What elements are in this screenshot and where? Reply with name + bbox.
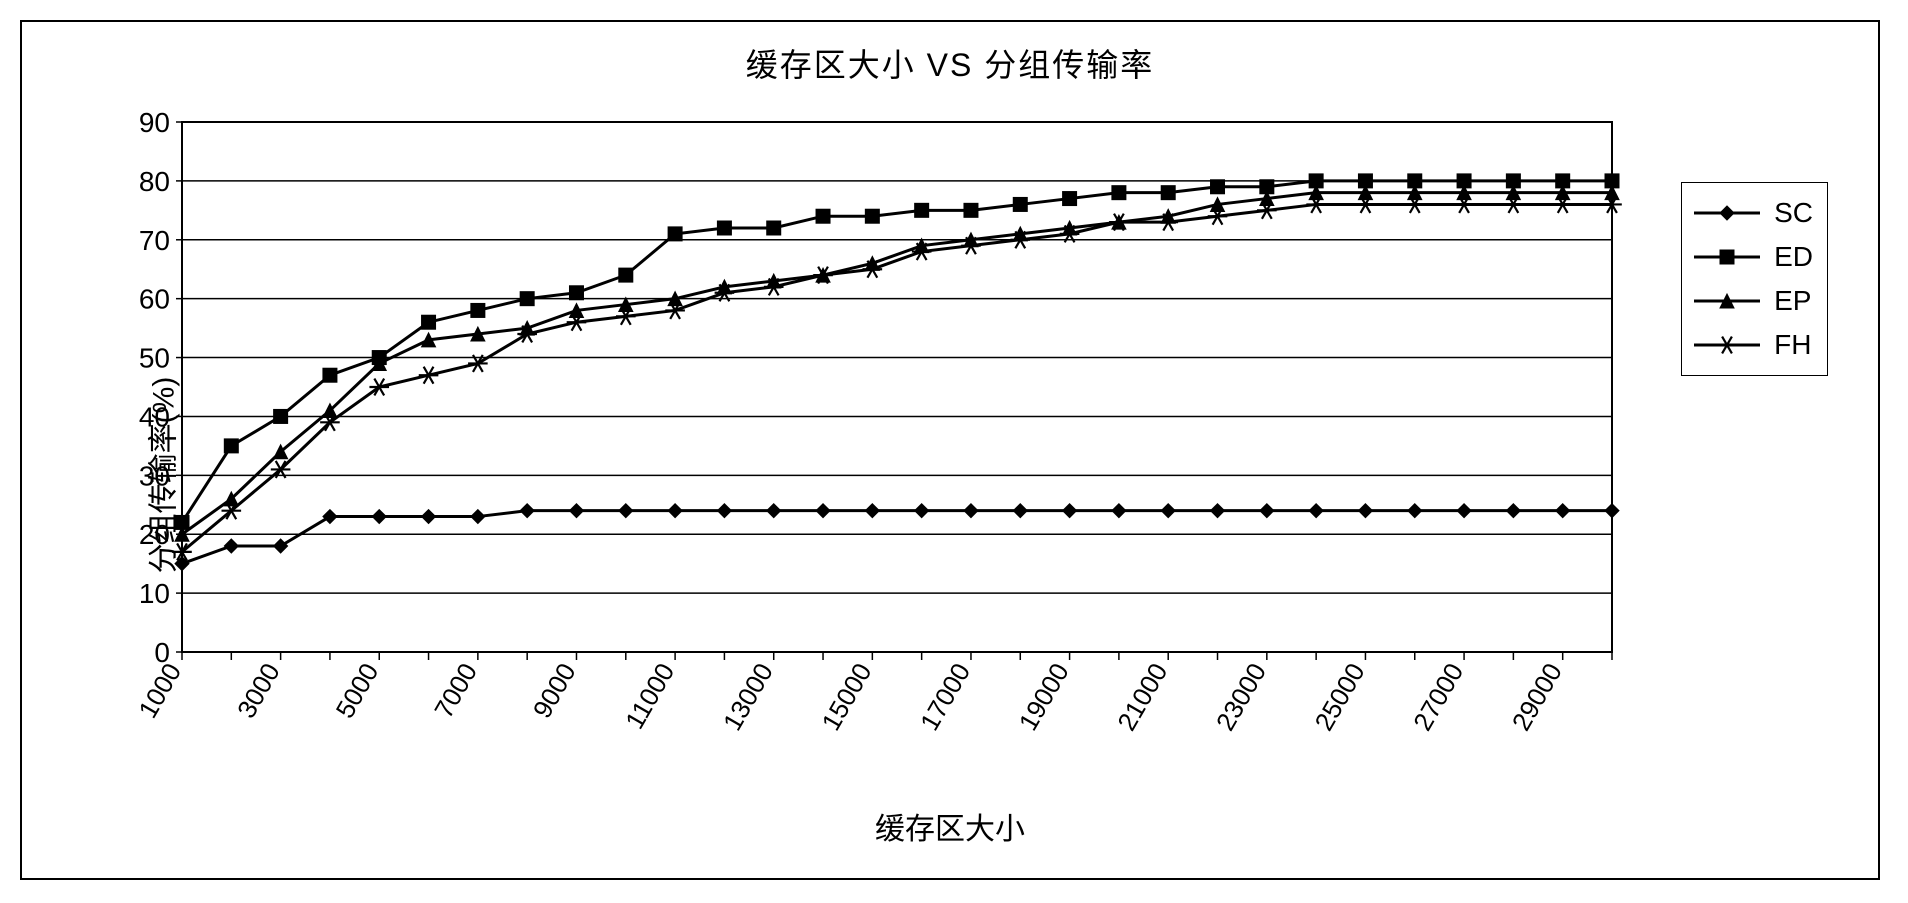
series-FH: [172, 196, 1622, 560]
x-tick-label: 19000: [1013, 658, 1075, 736]
y-tick-label: 80: [139, 166, 170, 197]
legend-label: EP: [1774, 285, 1811, 317]
series-ED: [175, 174, 1619, 530]
x-tick-label: 13000: [717, 658, 779, 736]
y-tick-label: 50: [139, 343, 170, 374]
chart-svg: 0102030405060708090100030005000700090001…: [72, 112, 1832, 832]
y-tick-label: 60: [139, 284, 170, 315]
y-axis-label: 分组传输率(%): [138, 377, 182, 574]
legend-label: SC: [1774, 197, 1813, 229]
x-tick-label: 11000: [619, 658, 680, 734]
legend-item: FH: [1692, 323, 1813, 367]
y-tick-label: 10: [139, 578, 170, 609]
series-EP: [175, 186, 1619, 542]
legend-item: EP: [1692, 279, 1813, 323]
legend-marker: [1692, 330, 1762, 360]
plot-border: [182, 122, 1612, 652]
legend-item: ED: [1692, 235, 1813, 279]
legend: SC ED EP FH: [1681, 182, 1828, 376]
x-tick-label: 23000: [1210, 658, 1272, 736]
x-tick-label: 17000: [914, 658, 976, 736]
chart-body: 分组传输率(%) 0102030405060708090100030005000…: [72, 112, 1828, 838]
legend-marker: [1692, 242, 1762, 272]
x-axis-label: 缓存区大小: [875, 804, 1025, 848]
x-tick-label: 7000: [428, 658, 483, 723]
legend-label: ED: [1774, 241, 1813, 273]
x-tick-label: 5000: [330, 658, 385, 723]
legend-label: FH: [1774, 329, 1811, 361]
x-tick-label: 15000: [815, 658, 877, 736]
x-tick-label: 1000: [132, 658, 187, 723]
y-tick-label: 70: [139, 225, 170, 256]
x-tick-label: 3000: [231, 658, 286, 723]
series-SC: [175, 504, 1619, 571]
x-tick-label: 21000: [1111, 658, 1173, 736]
chart-container: 缓存区大小 VS 分组传输率 分组传输率(%) 0102030405060708…: [20, 20, 1880, 880]
y-tick-label: 90: [139, 112, 170, 138]
legend-marker: [1692, 198, 1762, 228]
x-tick-label: 29000: [1506, 658, 1568, 736]
legend-item: SC: [1692, 191, 1813, 235]
x-tick-label: 25000: [1309, 658, 1371, 736]
x-tick-label: 9000: [527, 658, 582, 723]
legend-marker: [1692, 286, 1762, 316]
chart-title: 缓存区大小 VS 分组传输率: [22, 22, 1878, 86]
x-tick-label: 27000: [1407, 658, 1469, 736]
